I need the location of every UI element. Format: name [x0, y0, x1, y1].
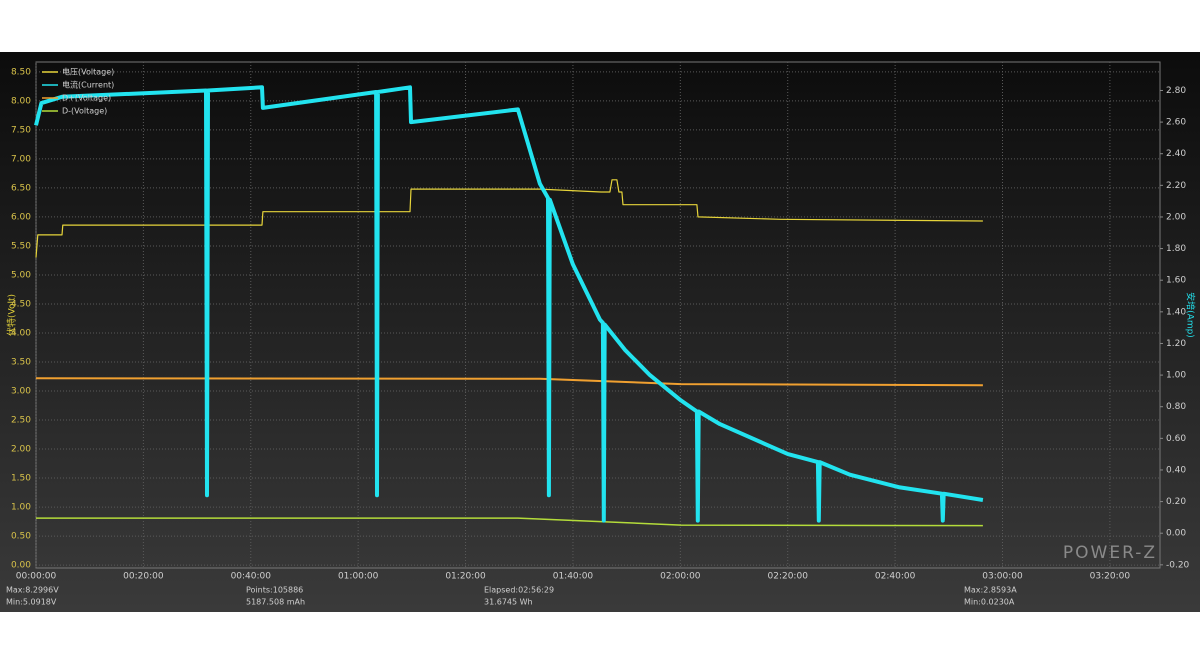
y-tick-label: 2.50	[11, 416, 31, 426]
stat-text: Min:0.0230A	[964, 598, 1015, 607]
x-tick-label: 02:00:00	[660, 572, 701, 582]
stat-text: Max:2.8593A	[964, 586, 1017, 595]
y-axis-title: 伏特(Volt)	[6, 294, 18, 336]
x-tick-label: 03:20:00	[1090, 572, 1131, 582]
panel-background	[0, 52, 1200, 612]
y-tick-label: 1.00	[11, 503, 31, 513]
y2-axis-title: 安培(Amp)	[1185, 292, 1197, 338]
x-tick-label: 00:40:00	[231, 572, 272, 582]
x-tick-label: 01:40:00	[553, 572, 594, 582]
y2-tick-label: 0.60	[1166, 434, 1186, 444]
x-tick-label: 01:20:00	[445, 572, 486, 582]
y2-tick-label: 2.40	[1166, 149, 1186, 159]
stat-text: Min:5.0918V	[6, 598, 57, 607]
y2-tick-label: 0.40	[1166, 465, 1186, 475]
y2-tick-label: 1.00	[1166, 371, 1186, 381]
y-tick-label: 0.00	[11, 561, 31, 571]
x-tick-label: 03:00:00	[982, 572, 1023, 582]
series-line	[34, 85, 984, 523]
y-tick-label: 4.50	[11, 299, 31, 309]
y-tick-label: 7.50	[11, 125, 31, 135]
series-line	[35, 377, 983, 387]
y2-tick-label: 2.80	[1166, 86, 1186, 96]
stat-text: Max:8.2996V	[6, 586, 59, 595]
y-tick-label: 0.50	[11, 532, 31, 542]
y-tick-label: 6.50	[11, 183, 31, 193]
y2-tick-label: 1.40	[1166, 307, 1186, 317]
x-tick-label: 00:00:00	[16, 572, 57, 582]
stat-text: Elapsed:02:56:29	[484, 586, 554, 595]
y2-tick-label: -0.20	[1166, 560, 1190, 570]
y-tick-label: 7.00	[11, 154, 31, 164]
y-tick-label: 5.50	[11, 241, 31, 251]
watermark: POWER-Z	[1063, 543, 1157, 563]
y-tick-label: 3.50	[11, 358, 31, 368]
legend-label: D+(Voltage)	[62, 94, 111, 103]
y2-tick-label: 0.00	[1166, 529, 1186, 539]
y2-tick-label: 2.20	[1166, 181, 1186, 191]
legend-label: 电压(Voltage)	[62, 67, 114, 77]
y2-tick-label: 0.20	[1166, 497, 1186, 507]
y-tick-label: 1.50	[11, 474, 31, 484]
x-tick-label: 02:40:00	[875, 572, 916, 582]
x-tick-label: 02:20:00	[768, 572, 809, 582]
y-tick-label: 6.00	[11, 212, 31, 222]
series-line	[36, 517, 983, 527]
stat-text: Points:105886	[246, 586, 303, 595]
legend-label: 电流(Current)	[62, 80, 114, 90]
y2-tick-label: 1.60	[1166, 276, 1186, 286]
y2-tick-label: 1.20	[1166, 339, 1186, 349]
y-tick-label: 8.50	[11, 67, 31, 77]
stat-text: 31.6745 Wh	[484, 598, 533, 607]
x-tick-label: 00:20:00	[123, 572, 164, 582]
y-tick-label: 8.00	[11, 96, 31, 106]
y-tick-label: 3.00	[11, 387, 31, 397]
y2-tick-label: 0.80	[1166, 402, 1186, 412]
y2-tick-label: 2.60	[1166, 118, 1186, 128]
stat-text: 5187.508 mAh	[246, 598, 305, 607]
legend-label: D-(Voltage)	[62, 107, 107, 116]
y-tick-label: 4.00	[11, 328, 31, 338]
x-tick-label: 01:00:00	[338, 572, 379, 582]
y2-tick-label: 2.00	[1166, 212, 1186, 222]
series-line	[35, 179, 983, 258]
y2-tick-label: 1.80	[1166, 244, 1186, 254]
y-tick-label: 5.00	[11, 270, 31, 280]
y-tick-label: 2.00	[11, 445, 31, 455]
